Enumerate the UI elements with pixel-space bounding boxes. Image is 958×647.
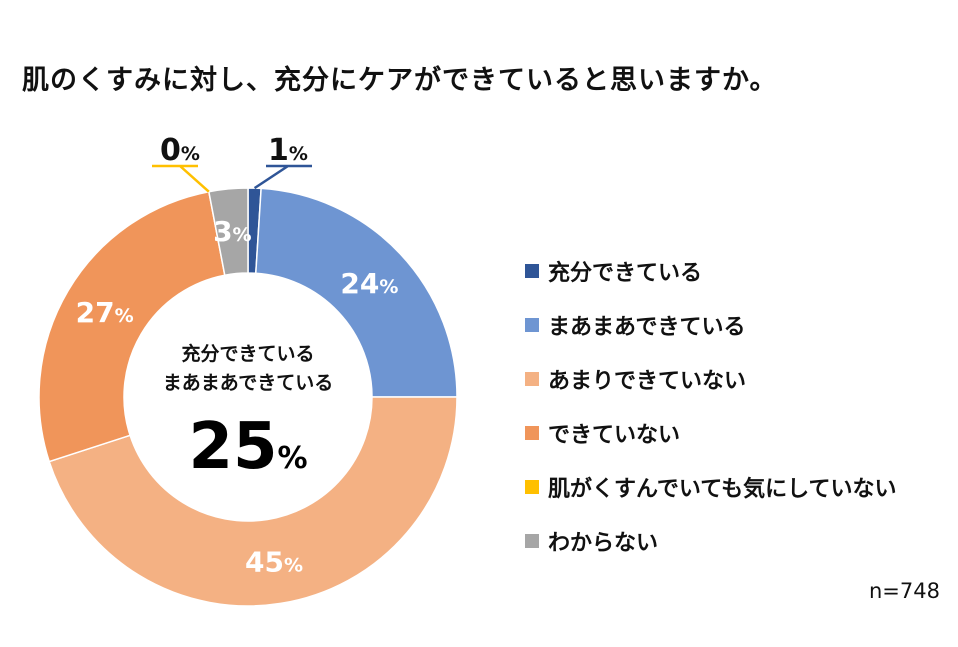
legend-item: まあまあできている: [525, 298, 896, 352]
legend-item: あまりできていない: [525, 352, 896, 406]
legend-label: 肌がくすんでいても気にしていない: [548, 477, 897, 502]
data-label-slice-1: 1%: [268, 133, 308, 168]
legend-label: 充分できている: [548, 261, 703, 286]
legend-swatch: [525, 372, 539, 386]
donut-slice-6: [207, 187, 249, 277]
data-label-slice-3: 45%: [245, 545, 303, 578]
chart-title: 肌のくすみに対し、充分にケアができていると思いますか。: [22, 65, 778, 96]
center-value: 25%: [188, 410, 307, 484]
center-value-suffix: %: [278, 441, 308, 476]
legend-swatch: [525, 426, 539, 440]
data-label-slice-4: 27%: [76, 296, 134, 329]
donut-slice-4: [38, 190, 226, 463]
center-label-line1: 充分できている: [181, 342, 314, 365]
center-label-line2: まあまあできている: [163, 372, 334, 394]
data-label-slice-5: 0%: [160, 133, 200, 168]
center-value-number: 25: [188, 410, 277, 484]
legend-label: あまりできていない: [548, 369, 747, 394]
callout-line-slice-5: [152, 164, 210, 193]
data-label-slice-2: 24%: [340, 267, 398, 300]
callout-line-slice-1: [253, 164, 312, 190]
legend-item: わからない: [525, 514, 896, 568]
legend-item: できていない: [525, 406, 896, 460]
legend-item: 充分できている: [525, 244, 896, 298]
donut-slice-3: [48, 396, 458, 607]
legend-swatch: [525, 264, 539, 278]
data-label-slice-6: 3%: [213, 215, 252, 248]
legend-label: できていない: [548, 423, 681, 448]
donut-slice-2: [254, 187, 458, 398]
legend-label: まあまあできている: [548, 315, 746, 340]
sample-size-note: n=748: [869, 579, 940, 603]
legend-item: 肌がくすんでいても気にしていない: [525, 460, 896, 514]
legend-label: わからない: [548, 531, 659, 556]
legend-swatch: [525, 480, 539, 494]
legend: 充分できているまあまあできている あまりできていない できていない肌がくすんでいても…: [525, 244, 896, 568]
legend-swatch: [525, 318, 539, 332]
legend-swatch: [525, 534, 539, 548]
